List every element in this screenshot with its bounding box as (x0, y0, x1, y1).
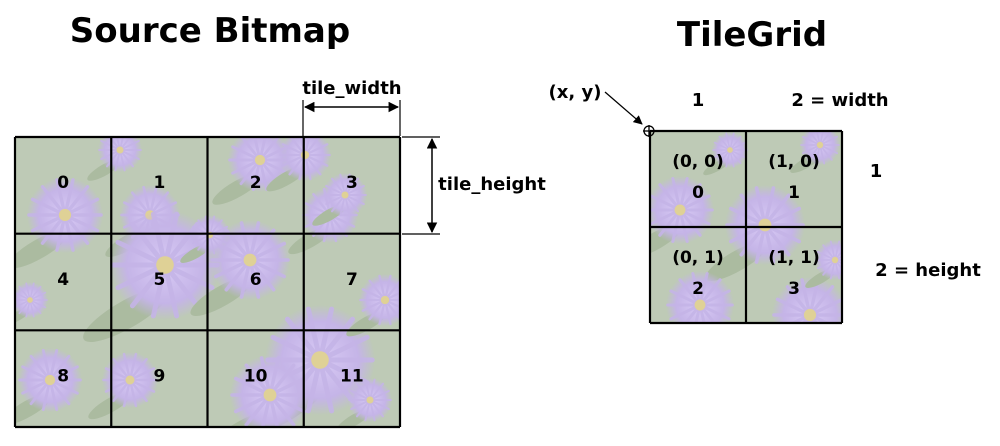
tilegrid-cell-tile-index: 3 (788, 279, 800, 299)
flower-center-shape (243, 253, 257, 267)
origin-label: (x, y) (549, 82, 602, 103)
tilegrid-cell-tile-index: 1 (788, 183, 800, 203)
flower-center-shape (674, 204, 686, 216)
flower-center-shape (831, 256, 839, 264)
source-tile-index: 8 (57, 367, 69, 387)
tilegrid-row-label-2: 2 = height (875, 260, 981, 281)
source-bitmap-tile-labels: 0 1 2 3 4 5 6 7 8 9 10 11 (57, 173, 364, 386)
leaf-shape (749, 324, 818, 375)
flower-center-shape (694, 299, 706, 311)
tilegrid-row-label-1: 1 (870, 161, 883, 182)
flower-center-shape (156, 256, 174, 274)
source-tile-index: 11 (340, 367, 364, 387)
source-tile-index: 4 (57, 270, 69, 290)
source-tile-index: 5 (153, 270, 165, 290)
tilegrid-cell-coord: (0, 1) (672, 248, 724, 268)
tilegrid-cell-tile-index: 2 (692, 279, 704, 299)
source-bitmap-grid (13, 135, 402, 429)
origin-arrow (604, 91, 643, 125)
flower-center-shape (44, 374, 56, 386)
tilegrid-cell-coord: (0, 0) (672, 152, 724, 172)
flower-center-shape (366, 396, 374, 404)
source-tile-index: 2 (250, 173, 262, 193)
tilegrid-cell-labels: (0, 0) 0 (1, 0) 1 (0, 1) 2 (1, 1) 3 (672, 152, 820, 299)
flower-center-shape (380, 295, 390, 305)
tilegrid-col-label-1: 1 (692, 90, 705, 111)
flower-center-shape (341, 191, 349, 199)
flower-center-shape (116, 146, 124, 154)
tilegrid-grid (648, 129, 844, 325)
flower-center-shape (758, 218, 772, 232)
flower-center-shape (27, 297, 33, 303)
source-tile-index: 3 (346, 173, 358, 193)
source-bitmap-title: Source Bitmap (70, 11, 350, 51)
tilegrid-title: TileGrid (677, 15, 827, 55)
flower-center-shape (311, 351, 329, 369)
tilegrid-cell-coord: (1, 0) (768, 152, 820, 172)
tilegrid-cell-tile-index: 0 (692, 183, 704, 203)
tile-width-label: tile_width (302, 78, 401, 99)
flower-center-shape (58, 208, 72, 222)
tilegrid-cell-coord: (1, 1) (768, 248, 820, 268)
flower-center-shape (816, 141, 824, 149)
tile-height-label: tile_height (438, 174, 546, 195)
flower-center-shape (727, 147, 733, 153)
source-tile-index: 7 (346, 270, 358, 290)
flower-center-shape (803, 308, 817, 322)
tilegrid-col-label-2: 2 = width (791, 90, 888, 111)
source-tile-index: 6 (250, 270, 262, 290)
origin-crosshair-icon (643, 125, 655, 137)
flower-center-shape (125, 375, 135, 385)
flower-center-shape (254, 154, 266, 166)
flower-center-shape (263, 388, 277, 402)
source-tile-index: 1 (153, 173, 165, 193)
tilegrid-image (650, 131, 842, 375)
source-tile-index: 0 (57, 173, 69, 193)
source-tile-index: 10 (244, 367, 268, 387)
source-tile-index: 9 (153, 367, 165, 387)
